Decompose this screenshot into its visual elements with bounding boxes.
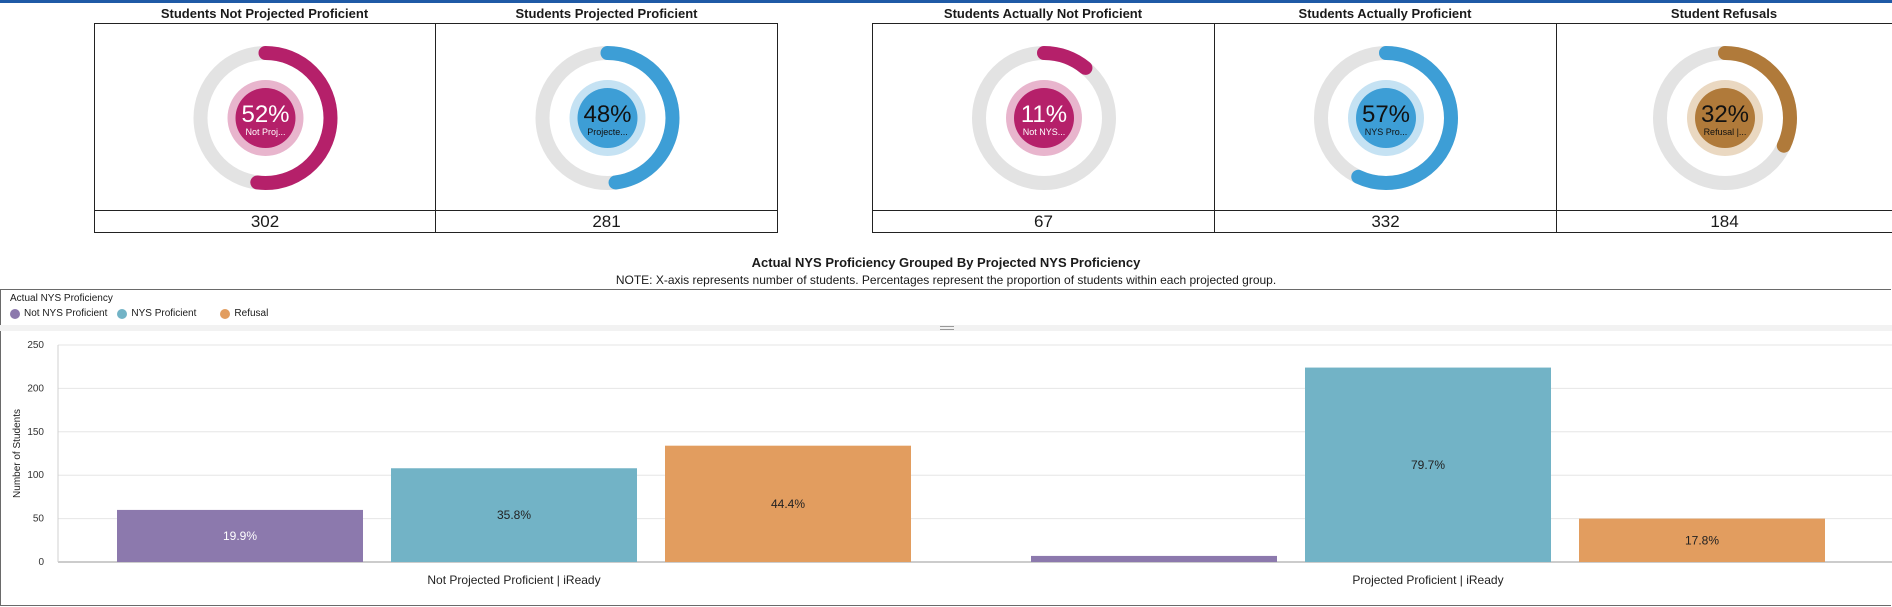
donut-sublabel: Not NYS...: [1023, 127, 1066, 137]
bar-data-label: 19.9%: [223, 529, 257, 543]
panel-divider: [0, 325, 1892, 331]
kpi-card-refusals[interactable]: 32% Refusal |... 184: [1556, 23, 1892, 233]
x-category-label: Projected Proficient | iReady: [1352, 573, 1503, 587]
donut-svg: 52%Not Proj...: [193, 46, 338, 190]
kpi-title-refusals: Student Refusals: [1670, 6, 1778, 21]
y-axis-label: Number of Students: [12, 409, 23, 498]
legend-dot-icon: [10, 308, 20, 319]
y-tick-label: 0: [38, 557, 44, 568]
donut-sublabel: Not Proj...: [245, 127, 285, 137]
donut-arc: [972, 46, 1116, 190]
top-accent-bar: [0, 0, 1892, 3]
chart-legend: Not NYS Proficient NYS Proficient Refusa…: [10, 308, 278, 319]
bar-data-label: 79.7%: [1411, 458, 1445, 472]
donut-percent: 11%: [1021, 101, 1067, 128]
kpi-title-not-projected: Students Not Projected Proficient: [160, 6, 369, 21]
donut-chart: 32% Refusal |...: [1557, 24, 1892, 211]
donut-center: [1356, 88, 1416, 148]
donut-center: [1695, 88, 1755, 148]
bar-data-label: 35.8%: [497, 508, 531, 522]
legend-dot-icon: [117, 308, 128, 319]
kpi-count: 302: [250, 212, 280, 231]
kpi-count: 184: [1710, 212, 1739, 231]
donut-chart: 11% Not NYS...: [873, 24, 1214, 211]
y-tick-label: 200: [27, 383, 44, 394]
donut-chart: 48% Projecte...: [436, 24, 777, 211]
kpi-count: 332: [1371, 212, 1400, 231]
x-category-label: Not Projected Proficient | iReady: [427, 573, 600, 587]
bar-data-label: 17.8%: [1685, 533, 1719, 547]
kpi-title-projected: Students Projected Proficient: [515, 6, 698, 21]
donut-arc: [1653, 46, 1797, 190]
bar[interactable]: [1305, 367, 1551, 562]
legend-label: NYS Proficient: [131, 308, 197, 319]
kpi-card-actually-proficient[interactable]: 57% NYS Pro... 332: [1214, 23, 1556, 233]
chart-note: NOTE: X-axis represents number of studen…: [615, 273, 1277, 287]
legend-dot-icon: [220, 308, 231, 319]
donut-svg: 48%Projecte...: [535, 46, 680, 190]
resize-grip-icon[interactable]: [940, 325, 954, 331]
kpi-count: 281: [592, 212, 621, 231]
kpi-title-actually-proficient: Students Actually Proficient: [1298, 6, 1472, 21]
bar[interactable]: [665, 445, 911, 562]
kpi-title-actually-not: Students Actually Not Proficient: [943, 6, 1143, 21]
donut-percent: 57%: [1362, 101, 1410, 128]
legend-item-not-nys[interactable]: Not NYS Proficient: [10, 308, 107, 319]
donut-percent: 48%: [583, 101, 631, 128]
chart-panel: [0, 289, 1891, 606]
donut-chart: 52% Not Proj...: [95, 24, 435, 211]
legend-item-refusal[interactable]: Refusal: [220, 308, 268, 319]
kpi-card-projected[interactable]: 48% Projecte... 281: [435, 23, 778, 233]
y-tick-label: 250: [27, 340, 44, 351]
kpi-card-actually-not[interactable]: 11% Not NYS... 67: [872, 23, 1214, 233]
donut-sublabel: Refusal |...: [1704, 127, 1747, 137]
legend-label: Not NYS Proficient: [24, 308, 108, 319]
donut-sublabel: NYS Pro...: [1365, 127, 1408, 137]
donut-arc: [535, 46, 680, 190]
bar-chart: 0 50 100 150 200 250 Number of Students 19.9% 35…: [12, 340, 1892, 587]
donut-percent: 52%: [241, 101, 289, 128]
bar[interactable]: [1031, 555, 1277, 562]
bar-data-label: 44.4%: [771, 497, 805, 511]
donut-center: [235, 88, 296, 148]
chart-title: Actual NYS Proficiency Grouped By Projec…: [751, 255, 1141, 270]
legend-title: Actual NYS Proficiency: [10, 293, 113, 304]
bar[interactable]: [391, 468, 637, 562]
kpi-card-not-projected[interactable]: 52% Not Proj... 302: [94, 23, 435, 233]
donut-sublabel: Projecte...: [587, 127, 628, 137]
legend-item-nys[interactable]: NYS Proficient: [117, 308, 196, 319]
donut-svg: 57%NYS Pro...: [1314, 46, 1458, 190]
legend-label: Refusal: [234, 308, 269, 319]
donut-center: [577, 88, 638, 148]
donut-arc: [193, 46, 338, 190]
bar[interactable]: [1579, 518, 1825, 562]
donut-arc: [1314, 46, 1458, 190]
kpi-count: 67: [1034, 212, 1053, 231]
y-tick-label: 50: [33, 514, 45, 525]
y-tick-label: 150: [27, 427, 44, 438]
donut-percent: 32%: [1701, 101, 1749, 128]
donut-svg: 32%Refusal |...: [1653, 46, 1797, 190]
donut-svg: 11%Not NYS...: [972, 46, 1116, 190]
donut-chart: 57% NYS Pro...: [1215, 24, 1556, 211]
donut-center: [1014, 88, 1074, 148]
bar[interactable]: [117, 509, 363, 562]
y-tick-label: 100: [27, 470, 44, 481]
